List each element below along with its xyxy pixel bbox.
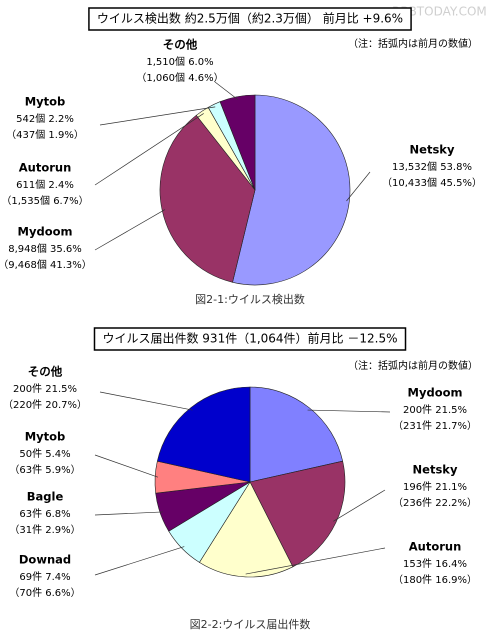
- prev-label: （236件 22.2%）: [393, 497, 477, 509]
- prev-label: （1,535個 6.7%）: [1, 194, 88, 207]
- slice-label: Bagle: [27, 490, 64, 504]
- watermark: RBBTODAY.COM: [392, 5, 487, 19]
- pie-slice: [249, 386, 344, 483]
- slice-label: その他: [28, 365, 63, 379]
- leader-line: [346, 171, 371, 202]
- value-label: 1,510個 6.0%: [146, 55, 213, 68]
- slice-label: その他: [163, 38, 198, 52]
- title-box: [93, 327, 407, 351]
- value-label: 8,948個 35.6%: [8, 242, 82, 255]
- chart-caption: 図2-1:ウイルス検出数: [195, 292, 305, 306]
- chart-title: ウイルス届出件数 931件（1,064件）前月比 －12.5%: [102, 331, 397, 346]
- value-label: 153件 16.4%: [403, 558, 467, 570]
- value-label: 196件 21.1%: [403, 481, 467, 493]
- slice-label: Netsky: [410, 143, 455, 157]
- slice-label: Mytob: [25, 430, 66, 444]
- value-label: 13,532個 53.8%: [392, 160, 472, 173]
- prev-label: （180件 16.9%）: [393, 574, 477, 586]
- leader-line: [245, 547, 386, 575]
- slice-label: Downad: [19, 553, 71, 567]
- chart-title: ウイルス検出数 約2.5万個（約2.3万個） 前月比 +9.6%: [97, 11, 403, 26]
- prev-label: （437個 1.9%）: [6, 128, 84, 141]
- title-box: [88, 7, 412, 31]
- slice-label: Mytob: [25, 95, 66, 109]
- leader-line: [214, 81, 238, 100]
- value-label: 200件 21.5%: [403, 404, 467, 416]
- slice-label: Netsky: [413, 463, 458, 477]
- slice-label: Autorun: [19, 161, 72, 175]
- chart-note: （注：括弧内は前月の数値）: [348, 359, 478, 372]
- value-label: 63件 6.8%: [19, 508, 70, 520]
- value-label: 50件 5.4%: [19, 448, 70, 460]
- slice-label: Mydoom: [408, 386, 463, 400]
- pie-slice: [249, 460, 346, 568]
- prev-label: （63件 5.9%）: [9, 464, 80, 476]
- pie-slice: [156, 386, 251, 483]
- value-label: 69件 7.4%: [19, 571, 70, 583]
- prev-label: （31件 2.9%）: [9, 524, 80, 536]
- pie-slice: [219, 94, 256, 191]
- pie-slice: [232, 94, 351, 286]
- prev-label: （10,433個 45.5%）: [382, 176, 482, 189]
- leader-line: [94, 209, 166, 251]
- value-label: 611個 2.4%: [16, 178, 74, 191]
- prev-label: （231件 21.7%）: [393, 420, 477, 432]
- leader-line: [94, 454, 159, 478]
- slice-label: Mydoom: [18, 225, 73, 239]
- prev-label: （1,060個 4.6%）: [136, 71, 223, 84]
- leader-line: [99, 106, 216, 126]
- pie-slice: [159, 114, 256, 283]
- leader-line: [94, 546, 185, 576]
- pie-slice: [198, 481, 294, 578]
- leader-line: [94, 113, 204, 186]
- leader-line: [94, 511, 163, 516]
- leader-line: [99, 391, 193, 411]
- slice-label: Autorun: [409, 540, 462, 554]
- chart-note: （注：括弧内は前月の数値）: [348, 37, 478, 50]
- prev-label: （220件 20.7%）: [3, 399, 87, 411]
- value-label: 542個 2.2%: [16, 112, 74, 125]
- chart-caption: 図2-2:ウイルス届出件数: [190, 617, 311, 631]
- value-label: 200件 21.5%: [13, 383, 77, 395]
- prev-label: （70件 6.6%）: [9, 587, 80, 599]
- leader-line: [307, 409, 391, 413]
- prev-label: （9,468個 41.3%）: [0, 258, 92, 271]
- leader-line: [333, 489, 386, 522]
